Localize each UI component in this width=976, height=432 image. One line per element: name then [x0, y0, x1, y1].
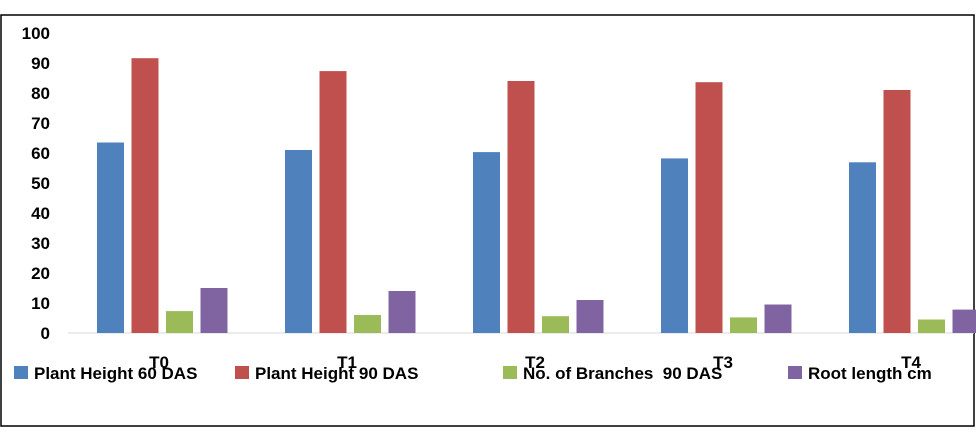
y-tick-label: 20: [31, 264, 50, 283]
legend-swatch: [788, 366, 802, 379]
bar: [953, 310, 976, 333]
legend-label: No. of Branches 90 DAS: [523, 364, 722, 383]
bar: [473, 152, 500, 333]
bar: [389, 291, 416, 333]
y-tick-label: 10: [31, 294, 50, 313]
bar: [354, 315, 381, 333]
y-tick-label: 100: [22, 24, 50, 43]
legend-swatch: [14, 366, 28, 379]
legend-label: Root length cm: [808, 364, 932, 383]
bar: [765, 305, 792, 334]
bar: [166, 311, 193, 333]
y-tick-label: 70: [31, 114, 50, 133]
bar: [849, 162, 876, 333]
bar: [884, 90, 911, 333]
bar: [320, 71, 347, 333]
y-tick-label: 30: [31, 234, 50, 253]
y-tick-label: 40: [31, 204, 50, 223]
y-tick-label: 0: [41, 324, 50, 343]
bar: [508, 81, 535, 333]
bar: [132, 58, 159, 333]
legend-label: Plant Height 60 DAS: [34, 364, 197, 383]
legend-swatch: [235, 366, 249, 379]
y-tick-label: 80: [31, 84, 50, 103]
bar: [730, 317, 757, 333]
bar: [577, 300, 604, 333]
y-tick-label: 50: [31, 174, 50, 193]
legend-label: Plant Height 90 DAS: [255, 364, 418, 383]
bar: [918, 320, 945, 334]
bar: [285, 150, 312, 333]
legend-swatch: [503, 366, 517, 379]
y-tick-label: 90: [31, 54, 50, 73]
bar: [542, 316, 569, 333]
bar: [696, 82, 723, 333]
bar: [661, 158, 688, 333]
y-tick-label: 60: [31, 144, 50, 163]
bar: [201, 288, 228, 333]
bar: [97, 143, 124, 334]
